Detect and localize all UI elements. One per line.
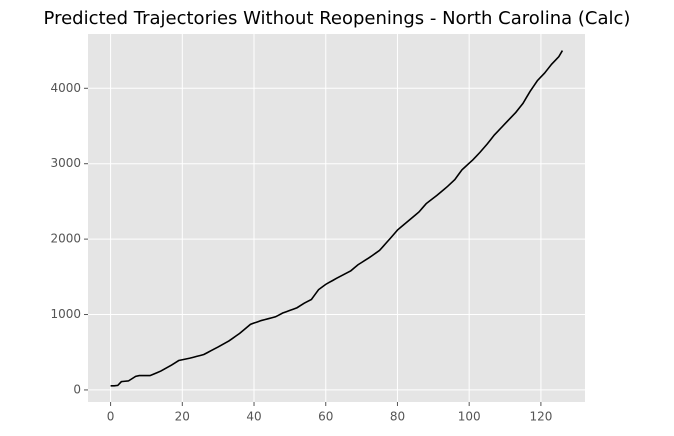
x-tick-label: 100	[458, 410, 481, 424]
y-tick-label: 0	[73, 382, 81, 396]
x-tick-label: 20	[175, 410, 190, 424]
x-tick-label: 120	[529, 410, 552, 424]
x-tick-label: 80	[390, 410, 405, 424]
x-tick-label: 0	[107, 410, 115, 424]
y-tick-label: 4000	[50, 81, 81, 95]
x-tick-label: 40	[246, 410, 261, 424]
y-tick-label: 3000	[50, 156, 81, 170]
plot-area	[88, 34, 585, 402]
y-tick-label: 2000	[50, 232, 81, 246]
chart-title: Predicted Trajectories Without Reopening…	[44, 8, 631, 29]
y-tick-label: 1000	[50, 307, 81, 321]
line	[110, 50, 564, 387]
x-tick-label: 60	[318, 410, 333, 424]
